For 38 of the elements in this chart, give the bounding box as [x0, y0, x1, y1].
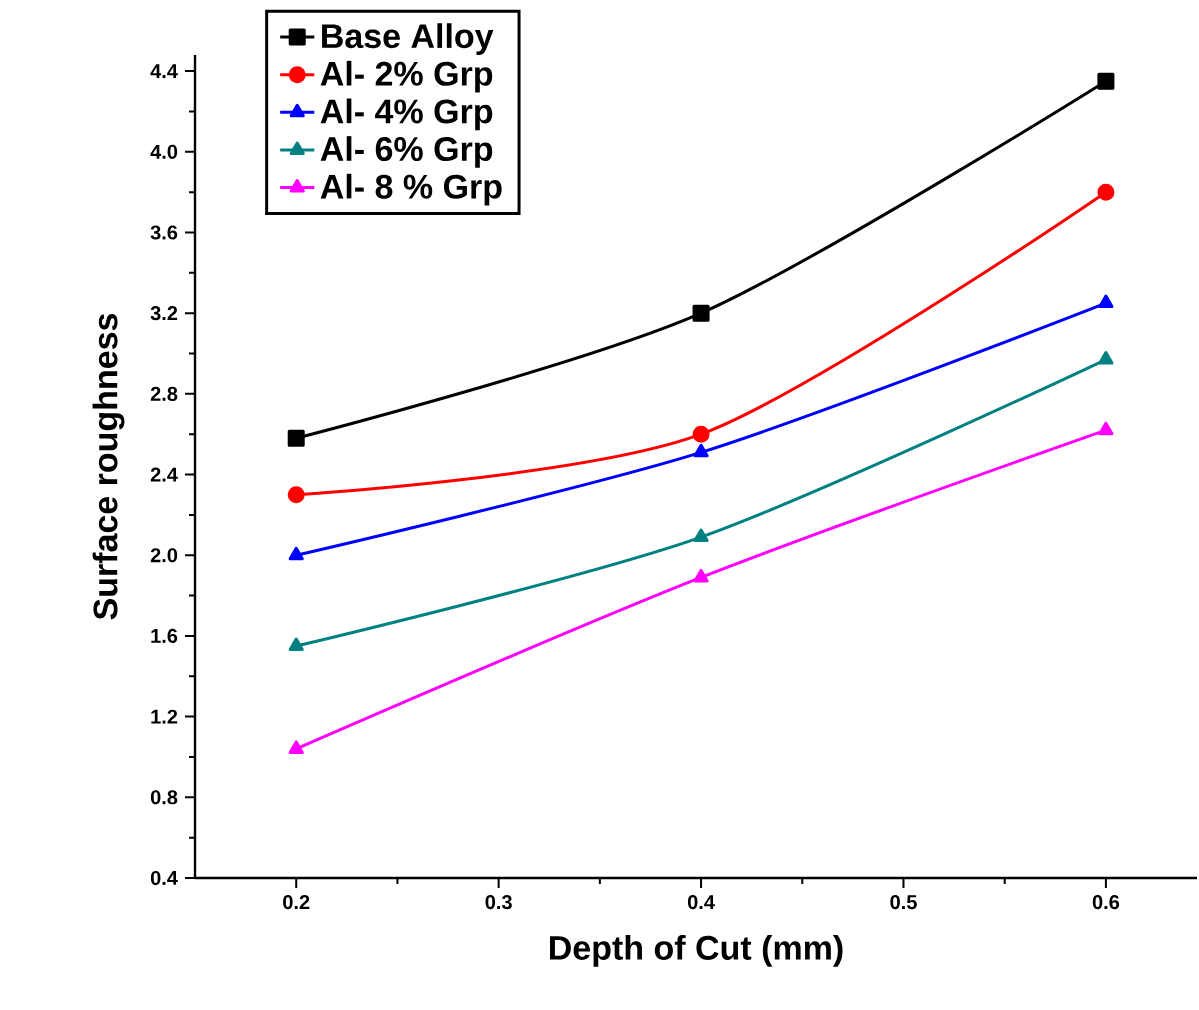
y-axis-title: Surface roughness — [92, 313, 125, 620]
point — [1097, 72, 1115, 90]
x-tick-label: 0.2 — [283, 895, 310, 910]
legend-label: Base Alloy — [322, 23, 494, 55]
point — [693, 568, 709, 583]
x-tick-label: 0.4 — [687, 895, 715, 910]
y-tick-label: 3.2 — [150, 306, 178, 321]
x-tick-label: 0.6 — [1092, 895, 1120, 910]
point — [693, 443, 709, 458]
point — [693, 528, 709, 543]
point — [288, 637, 304, 652]
legend-label: Al- 6% Grp — [320, 136, 493, 168]
y-tick-label: 2.0 — [150, 548, 178, 563]
point — [1097, 183, 1115, 201]
point — [1098, 294, 1114, 309]
point — [288, 546, 304, 561]
point — [1098, 351, 1114, 365]
y-tick-label: 4.0 — [150, 144, 178, 159]
y-tick-label: 3.6 — [150, 225, 178, 240]
point — [287, 429, 305, 447]
legend-label: Al- 4% Grp — [320, 98, 493, 131]
point — [692, 304, 710, 322]
y-tick-label: 1.6 — [151, 628, 178, 643]
y-tick-label: 4.4 — [150, 64, 178, 78]
legend-label: Al- 2% Grp — [320, 60, 493, 93]
x-tick-label: 0.3 — [485, 895, 512, 910]
x-tick-label: 0.5 — [890, 895, 917, 910]
y-tick-label: 2.4 — [150, 467, 178, 482]
legend-label: Al- 8 % Grp — [320, 173, 502, 206]
y-tick-label: 2.8 — [150, 386, 178, 401]
point — [287, 486, 305, 504]
y-tick-label: 0.4 — [150, 870, 178, 886]
point — [692, 425, 710, 443]
x-axis-title: Depth of Cut (mm) — [550, 934, 843, 967]
point — [1098, 421, 1114, 436]
y-tick-label: 1.2 — [151, 709, 178, 724]
y-tick-label: 0.8 — [150, 790, 178, 805]
point — [288, 740, 304, 754]
